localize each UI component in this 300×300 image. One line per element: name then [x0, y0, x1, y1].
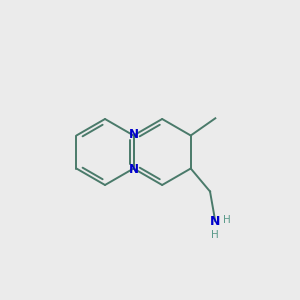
- Text: N: N: [129, 163, 139, 176]
- Text: N: N: [210, 214, 220, 227]
- Text: N: N: [129, 128, 139, 141]
- Text: H: H: [223, 215, 231, 225]
- Text: H: H: [212, 230, 219, 240]
